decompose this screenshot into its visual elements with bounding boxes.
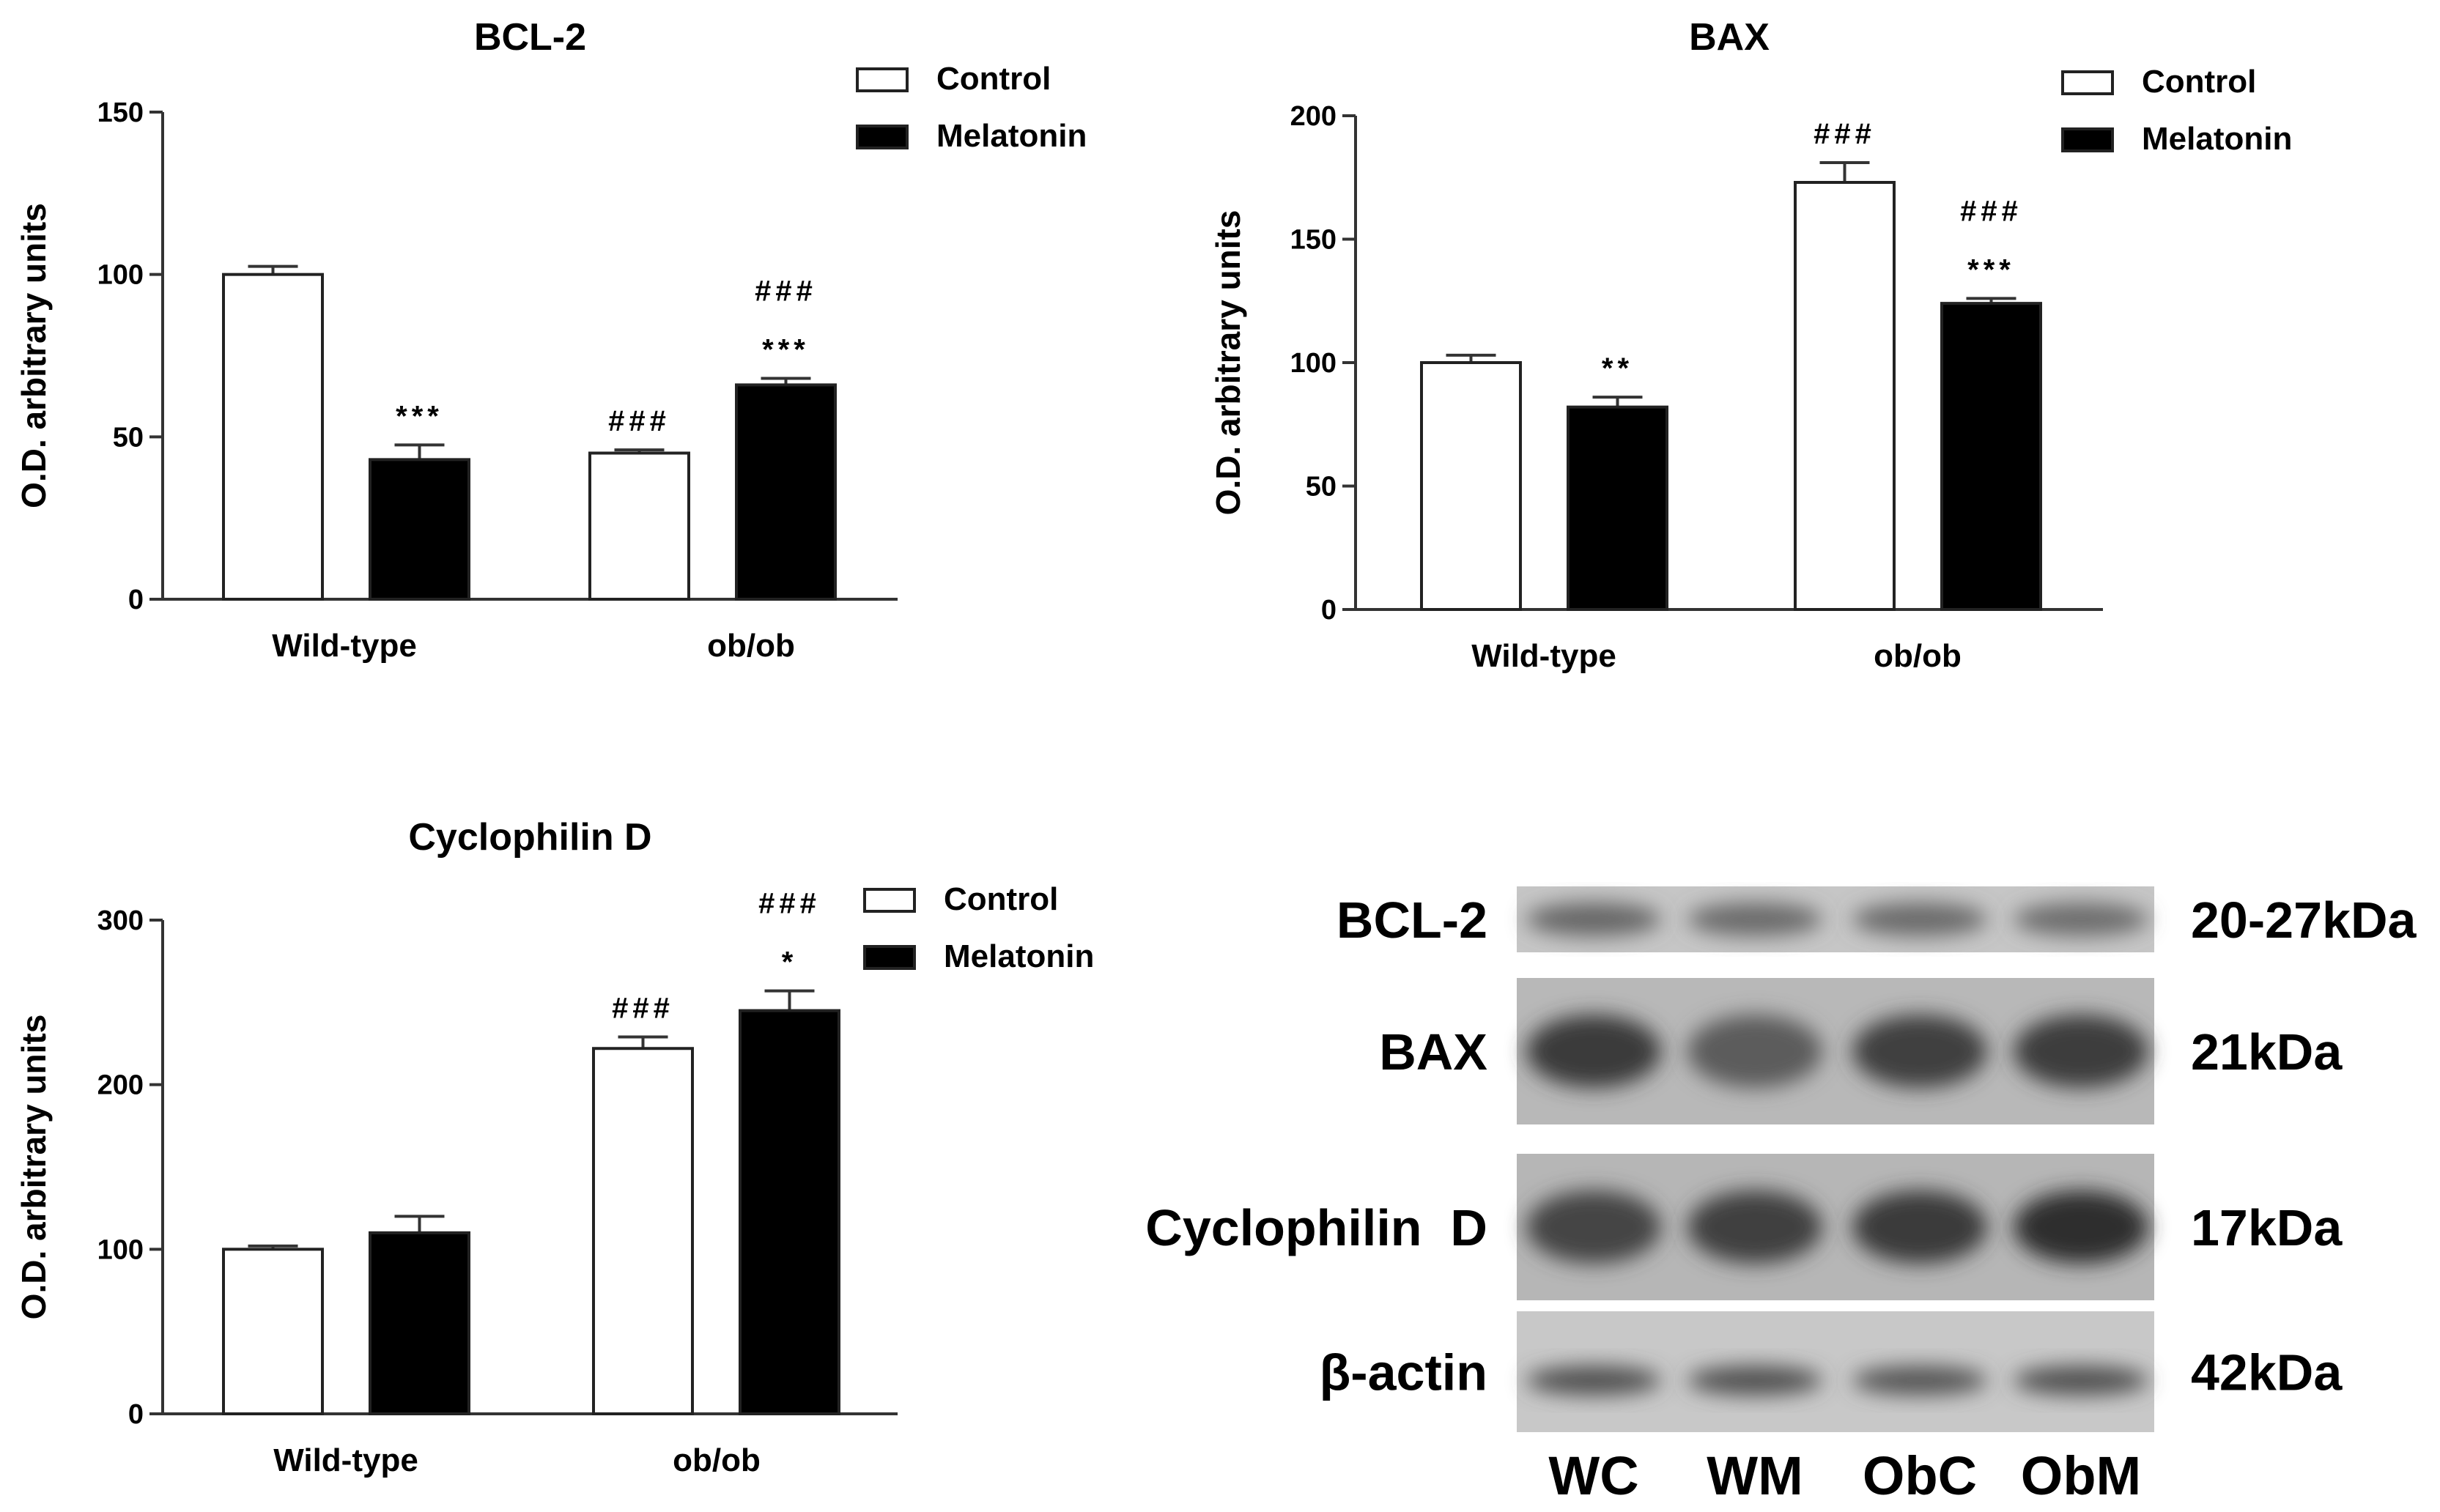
bax-chart-panel: BAX O.D. arbitrary units 0 50 100 150 200 Wild-…: [1202, 0, 2440, 689]
y-tick-label: 50: [113, 422, 144, 453]
blot-protein-label: β-actin: [1320, 1344, 1487, 1401]
y-tick-label: 200: [1290, 101, 1337, 132]
legend-swatch-melatonin: [856, 125, 909, 149]
y-tick-label: 100: [97, 260, 144, 291]
significance-annotation: ###: [758, 888, 821, 920]
y-tick-label: 0: [128, 1399, 144, 1430]
legend-swatch-control: [2061, 70, 2114, 95]
chart-title: Cyclophilin D: [408, 816, 651, 859]
blot-band: [1687, 903, 1822, 936]
y-axis-label: O.D. arbitrary units: [15, 203, 53, 508]
bar-control-ob-ob: [592, 1047, 694, 1415]
x-category-label: ob/ob: [673, 1442, 761, 1478]
legend-label-melatonin: Melatonin: [936, 118, 1087, 154]
western-blot-panel: BCL-2 20-27kDa BAX 21kDa Cyclophilin D 17kDa β…: [1055, 864, 2440, 1512]
y-tick-label: 300: [97, 905, 144, 936]
blot-band: [1526, 1365, 1661, 1396]
blot-lane-label: WM: [1707, 1445, 1803, 1506]
legend-swatch-control: [856, 67, 909, 92]
legend-swatch-control: [863, 888, 916, 913]
bar-control-wild-type: [222, 273, 324, 601]
significance-annotation: ***: [396, 400, 443, 432]
blot-band: [1687, 1365, 1822, 1396]
bar-melatonin-wild-type: [369, 458, 470, 601]
chart-title: BCL-2: [474, 16, 586, 59]
y-tick-label: 150: [97, 97, 144, 128]
x-category-label: ob/ob: [707, 628, 795, 664]
blot-band: [1852, 1365, 1987, 1396]
blot-band: [2014, 1190, 2148, 1264]
blot-band: [1526, 1015, 1661, 1088]
bcl2-chart-panel: BCL-2 O.D. arbitrary units 0 50 100 150 Wild-t…: [0, 0, 1172, 674]
legend-label-control: Control: [2142, 64, 2256, 100]
legend-swatch-melatonin: [2061, 127, 2114, 152]
x-category-label: Wild-type: [272, 628, 417, 664]
y-tick-label: 0: [128, 585, 144, 615]
blot-protein-label: BCL-2: [1337, 892, 1487, 949]
cyclophilin-d-bar-chart: Cyclophilin D O.D. arbitrary units 0 100 200…: [15, 816, 1094, 1478]
y-tick-label: 200: [97, 1070, 144, 1101]
blot-size-label: 20-27kDa: [2191, 892, 2417, 949]
legend-label-control: Control: [936, 61, 1051, 97]
x-category-label: Wild-type: [1471, 638, 1616, 674]
blot-band: [1852, 903, 1987, 936]
bar-melatonin-wild-type: [369, 1231, 470, 1415]
significance-annotation: **: [1602, 352, 1633, 385]
blot-band: [2014, 1365, 2148, 1396]
significance-annotation: *: [782, 946, 798, 979]
blot-band: [1526, 1190, 1661, 1264]
blot-lane-label: ObC: [1863, 1445, 1977, 1506]
bar-control-ob-ob: [1794, 180, 1896, 612]
x-category-label: ob/ob: [1874, 638, 1962, 674]
y-tick-label: 150: [1290, 225, 1337, 256]
bar-control-wild-type: [222, 1248, 324, 1415]
y-tick-label: 0: [1321, 595, 1337, 626]
blot-band: [1526, 903, 1661, 936]
significance-annotation: ***: [762, 334, 810, 366]
chart-title: BAX: [1689, 16, 1770, 59]
blot-size-label: 17kDa: [2191, 1199, 2343, 1256]
y-axis-label: O.D. arbitrary units: [15, 1015, 53, 1320]
blot-protein-label: Cyclophilin D: [1145, 1199, 1487, 1256]
x-category-label: Wild-type: [273, 1442, 418, 1478]
blot-band: [1852, 1190, 1987, 1264]
bcl2-bar-chart: BCL-2 O.D. arbitrary units 0 50 100 150 Wild-t…: [15, 16, 1087, 664]
bax-bar-chart: BAX O.D. arbitrary units 0 50 100 150 200 Wild-…: [1209, 16, 2292, 674]
blot-band: [1687, 1015, 1822, 1088]
bar-control-wild-type: [1420, 361, 1522, 611]
blot-size-label: 21kDa: [2191, 1023, 2343, 1081]
blot-band: [2014, 1015, 2148, 1088]
western-blot: BCL-2 20-27kDa BAX 21kDa Cyclophilin D 17kDa β…: [1145, 886, 2417, 1506]
blot-lane-label: WC: [1548, 1445, 1638, 1506]
blot-protein-label: BAX: [1379, 1023, 1487, 1081]
significance-annotation: ###: [1814, 118, 1876, 150]
legend-label-melatonin: Melatonin: [2142, 121, 2292, 157]
blot-lane-label: ObM: [2021, 1445, 2141, 1506]
bar-melatonin-wild-type: [1567, 405, 1668, 611]
blot-size-label: 42kDa: [2191, 1344, 2343, 1401]
blot-band: [1687, 1190, 1822, 1264]
blot-band: [1852, 1015, 1987, 1088]
significance-annotation: ***: [1967, 253, 2015, 286]
significance-annotation: ###: [755, 275, 817, 308]
y-tick-label: 100: [97, 1234, 144, 1265]
significance-annotation: ###: [612, 993, 674, 1025]
y-tick-label: 50: [1306, 472, 1337, 503]
y-axis-label: O.D. arbitrary units: [1209, 210, 1247, 516]
legend-label-melatonin: Melatonin: [944, 938, 1094, 974]
legend-swatch-melatonin: [863, 945, 916, 970]
bar-melatonin-ob-ob: [1940, 302, 2042, 611]
legend-label-control: Control: [944, 881, 1058, 917]
bar-control-ob-ob: [588, 451, 690, 601]
cyclophilin-d-chart-panel: Cyclophilin D O.D. arbitrary units 0 100 200…: [0, 791, 1172, 1512]
blot-band: [2014, 903, 2148, 936]
bar-melatonin-ob-ob: [735, 383, 837, 601]
y-tick-label: 100: [1290, 348, 1337, 379]
significance-annotation: ###: [1960, 195, 2022, 227]
bar-melatonin-ob-ob: [739, 1009, 840, 1416]
significance-annotation: ###: [608, 405, 670, 437]
